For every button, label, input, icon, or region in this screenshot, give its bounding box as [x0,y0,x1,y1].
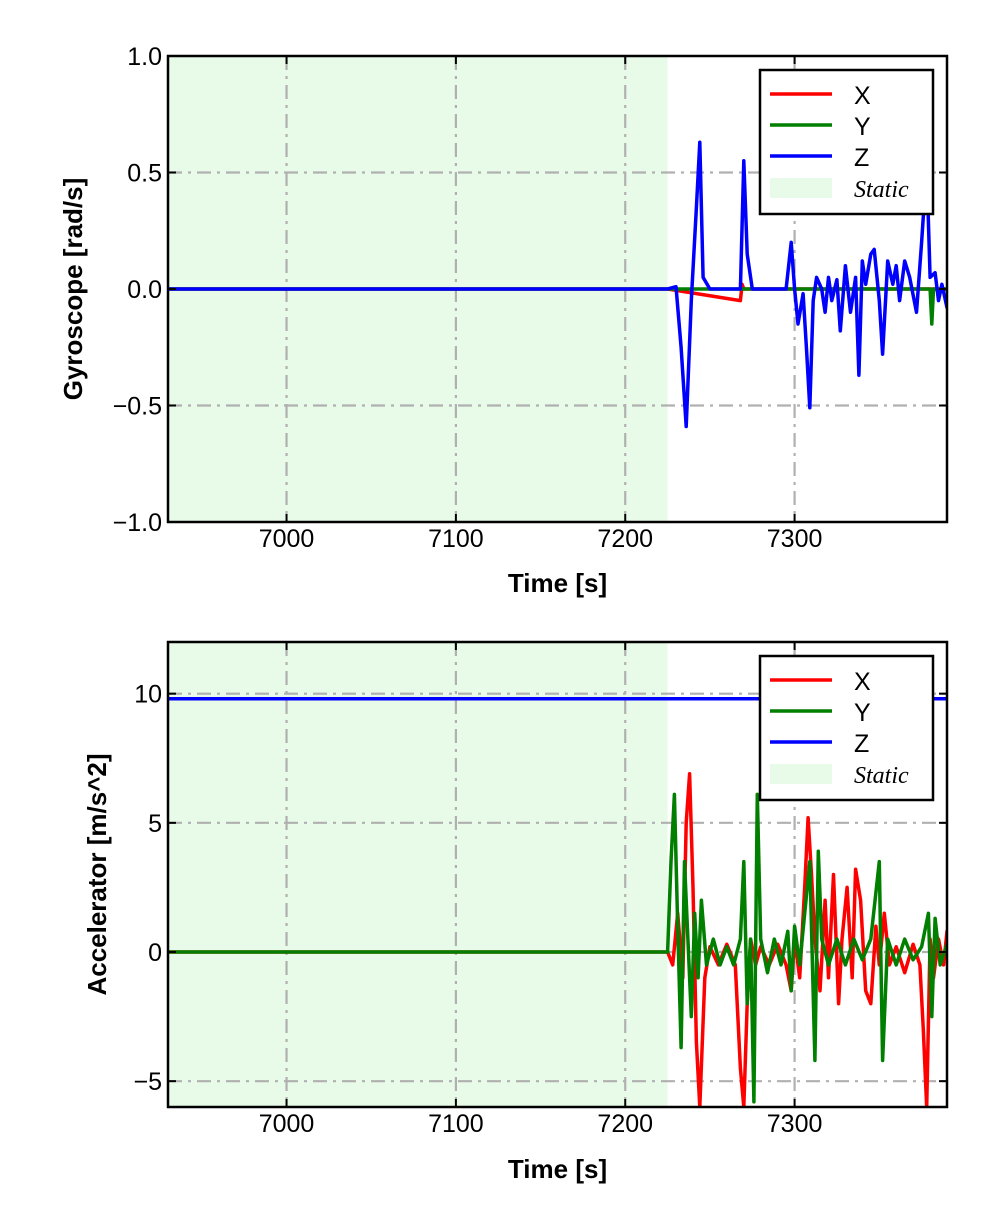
legend-label-static: Static [854,763,909,789]
y-tick-label: −1.0 [113,509,162,537]
x-axis-title: Time [s] [508,1154,607,1184]
x-tick-label: 7200 [597,525,653,553]
plot-frame [166,640,949,1109]
x-axis-title: Time [s] [508,568,607,598]
legend-swatch-static [770,764,832,784]
legend-label-x: X [854,668,871,696]
y-tick-label: −0.5 [113,393,162,421]
x-tick-label: 7000 [259,525,315,553]
y-axis-title: Accelerator [m/s^2] [82,753,112,995]
series-line-z [168,140,947,429]
y-axis-title: Gyroscope [rad/s] [58,178,88,401]
series-line-y [168,792,947,1104]
legend-label-y: Y [854,113,871,141]
series-line-x [168,772,947,1107]
legend: XYZ Static [758,654,935,802]
gyroscope-chart: 7000 7100 7200 7300 1.0 0.5 0.0 −0.5 −1.0 Time [s… [58,43,949,598]
legend-label-z: Z [854,730,869,758]
y-tick-label: 0 [148,939,162,967]
y-tick-label: 5 [148,810,162,838]
y-tick-label: 0.5 [127,160,162,188]
legend: XYZ Static [758,68,935,216]
legend-label-x: X [854,82,871,110]
y-tick-label: −5 [133,1068,162,1096]
series-group [168,140,947,429]
legend-swatch-static [770,178,832,198]
legend-label-static: Static [854,177,909,203]
x-tick-label: 7000 [259,1110,315,1138]
y-tick-label: 1.0 [127,43,162,71]
y-tick-label: 0.0 [127,276,162,304]
legend-label-z: Z [854,144,869,172]
static-region [168,642,668,1107]
legend-label-y: Y [854,699,871,727]
accelerometer-chart: 7000 7100 7200 7300 10 5 0 −5 Time [s] Accelerato… [82,640,949,1184]
y-tick-label: 10 [134,681,162,709]
x-tick-label: 7300 [767,1110,823,1138]
x-tick-label: 7200 [597,1110,653,1138]
x-tick-label: 7100 [428,1110,484,1138]
x-tick-label: 7100 [428,525,484,553]
x-tick-label: 7300 [767,525,823,553]
